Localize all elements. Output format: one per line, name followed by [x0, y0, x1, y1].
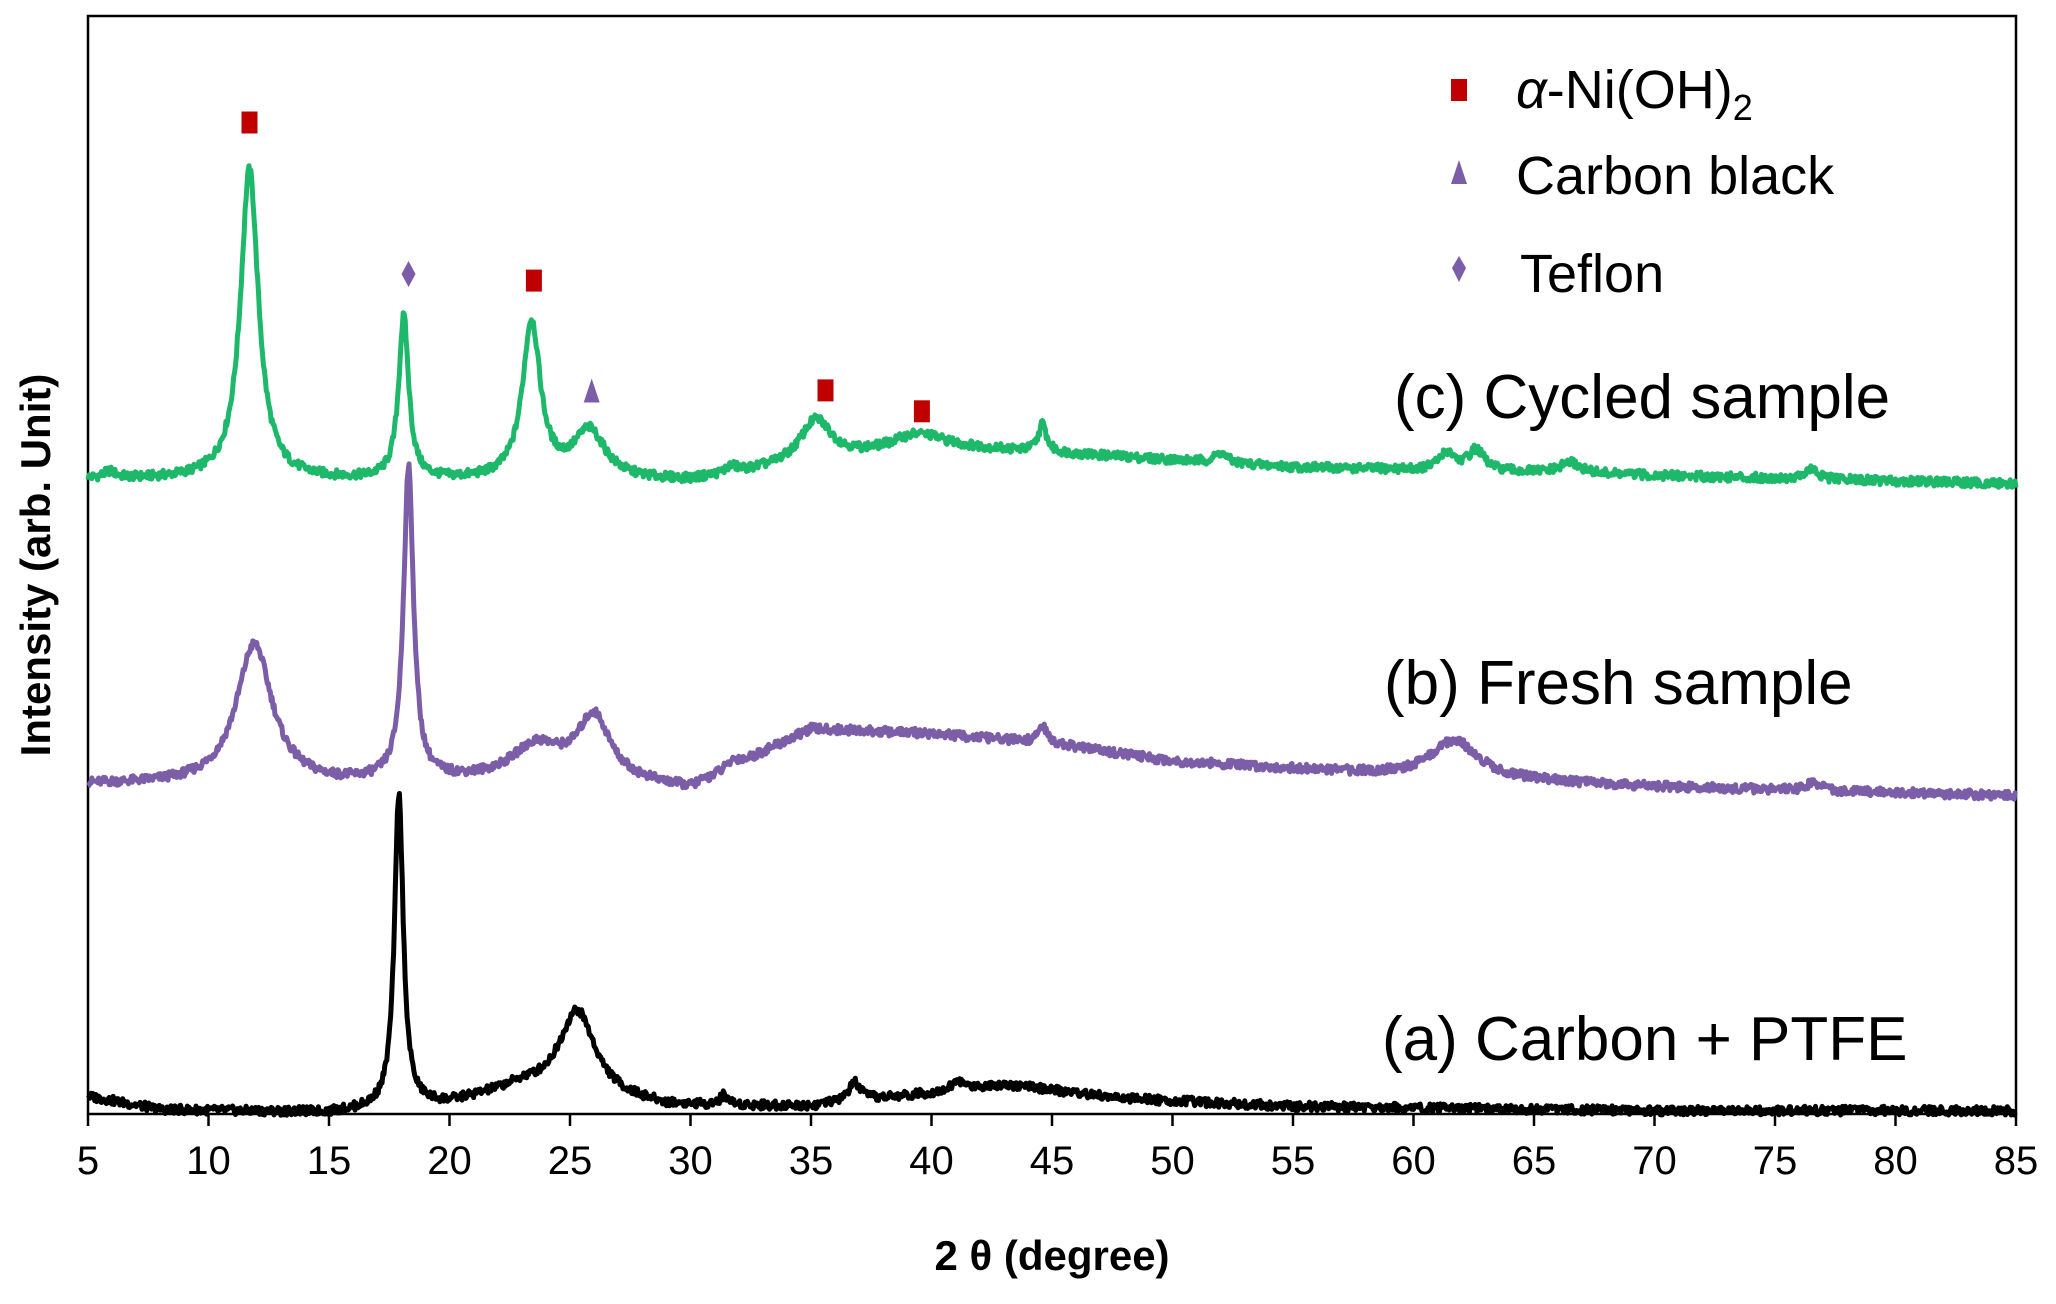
peak-marker-layer: [241, 111, 930, 423]
x-tick-label-10: 10: [186, 1139, 231, 1183]
series-layer: [85, 163, 2019, 1118]
x-axis-ticks: 5 10 15 20 25 30 35 40 45 50 55 60 65 70 75 80 85: [77, 1114, 2038, 1183]
x-tick-label-70: 70: [1632, 1139, 1677, 1183]
peak-marker-alpha-5: [913, 400, 930, 423]
legend: α-Ni(OH)2 Carbon black Teflon: [1451, 60, 1835, 304]
series-line-carbon-ptfe: [86, 791, 2018, 1118]
y-axis-title: Intensity (arb. Unit): [12, 374, 59, 757]
x-tick-label-50: 50: [1150, 1139, 1195, 1183]
x-tick-label-5: 5: [77, 1139, 99, 1183]
label-carbon-ptfe: (a) Carbon + PTFE: [1382, 1005, 1907, 1074]
x-tick-label-15: 15: [307, 1139, 352, 1183]
x-tick-label-85: 85: [1994, 1139, 2039, 1183]
legend-alpha-square-icon: [1451, 79, 1467, 101]
series-line-fresh: [86, 461, 2018, 802]
x-tick-label-60: 60: [1391, 1139, 1436, 1183]
x-tick-label-20: 20: [427, 1139, 472, 1183]
legend-teflon-diamond-icon: [1452, 256, 1466, 282]
x-tick-label-40: 40: [909, 1139, 954, 1183]
x-tick-label-25: 25: [548, 1139, 593, 1183]
x-tick-label-55: 55: [1271, 1139, 1316, 1183]
x-tick-label-30: 30: [668, 1139, 713, 1183]
x-axis-title: 2 θ (degree): [934, 1232, 1169, 1279]
x-tick-label-35: 35: [789, 1139, 834, 1183]
peak-marker-teflon-1: [401, 261, 416, 288]
x-tick-label-45: 45: [1030, 1139, 1075, 1183]
peak-marker-alpha-2: [525, 269, 542, 292]
x-tick-label-75: 75: [1753, 1139, 1798, 1183]
peak-marker-carbon-3: [583, 378, 600, 403]
peak-marker-alpha-4: [817, 379, 834, 402]
x-tick-label-65: 65: [1512, 1139, 1557, 1183]
legend-alpha-label: α-Ni(OH)2: [1516, 60, 1753, 128]
peak-marker-alpha-0: [241, 111, 258, 134]
label-fresh-sample: (b) Fresh sample: [1384, 649, 1853, 718]
legend-carbon-triangle-icon: [1451, 160, 1467, 184]
series-line-cycled: [85, 163, 2019, 490]
label-cycled-sample: (c) Cycled sample: [1394, 363, 1890, 432]
legend-carbon-label: Carbon black: [1516, 146, 1835, 206]
x-tick-label-80: 80: [1873, 1139, 1918, 1183]
legend-teflon-label: Teflon: [1520, 244, 1664, 304]
